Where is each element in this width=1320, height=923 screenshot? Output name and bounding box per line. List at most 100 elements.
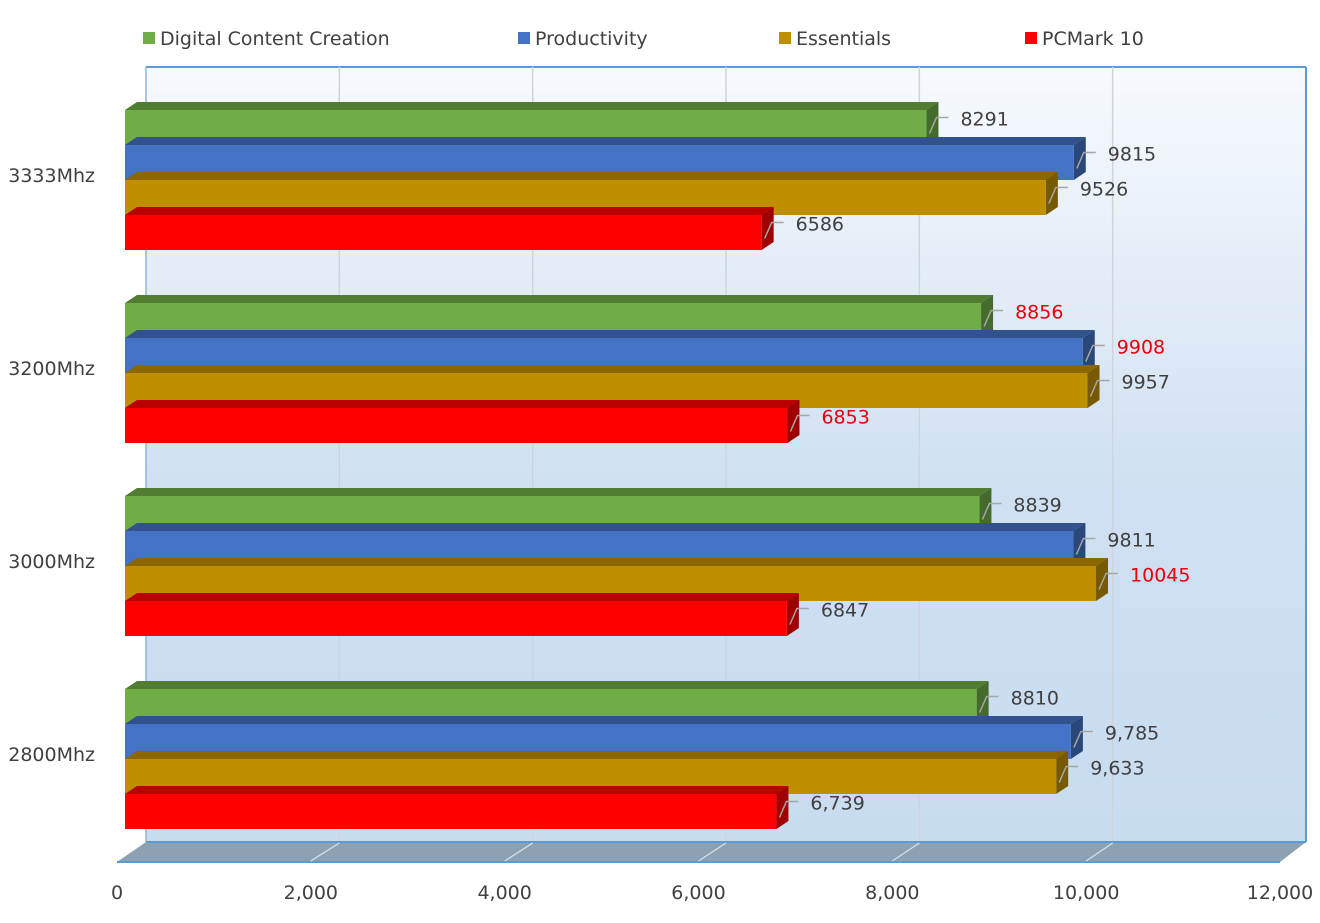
leader-line: [1089, 379, 1110, 397]
legend-item: Essentials: [779, 28, 891, 50]
bar-top-face: [125, 558, 1109, 566]
bar-top-face: [125, 137, 1086, 145]
data-label: 10045: [1130, 565, 1190, 587]
bar: [125, 400, 800, 443]
floor-gridline: [310, 842, 340, 862]
floor-gridline: [1085, 842, 1114, 862]
leader-line: [1085, 344, 1105, 362]
bars: [125, 102, 1109, 829]
data-label: 9815: [1108, 144, 1156, 166]
x-tick-label: 2,000: [284, 882, 338, 904]
category-label: 3200Mhz: [8, 358, 95, 380]
bar: [125, 786, 789, 829]
legend-swatch: [1025, 32, 1037, 44]
floor-gridline: [698, 842, 727, 862]
legend-swatch: [779, 32, 791, 44]
bar-front-face: [125, 794, 777, 829]
bar-side-face: [1082, 330, 1095, 373]
data-label: 6847: [821, 600, 869, 622]
bar-front-face: [125, 215, 762, 250]
leader-line: [928, 116, 949, 134]
leader-line: [778, 800, 799, 818]
data-label: 9,633: [1090, 758, 1144, 780]
legend-label: PCMark 10: [1042, 28, 1144, 50]
legend: Digital Content Creation Productivity Esse…: [143, 28, 1144, 50]
legend-item: PCMark 10: [1025, 28, 1144, 50]
x-tick-label: 4,000: [477, 882, 531, 904]
bar-top-face: [125, 488, 992, 496]
data-label: 8856: [1015, 302, 1063, 324]
bar-side-face: [1073, 523, 1086, 566]
bar-side-face: [1096, 558, 1109, 601]
bar-top-face: [125, 207, 774, 215]
leader-line: [981, 502, 1002, 520]
bar-top-face: [125, 330, 1095, 338]
bar-top-face: [125, 786, 789, 794]
category-axis: 3333Mhz 3200Mhz 3000Mhz 2800Mhz: [8, 165, 95, 766]
data-label: 9908: [1117, 337, 1165, 359]
data-label: 9,785: [1105, 723, 1159, 745]
leader-line: [1076, 151, 1096, 169]
bar-top-face: [125, 593, 799, 601]
bar-side-face: [1045, 172, 1058, 215]
data-label: 8839: [1013, 495, 1061, 517]
category-label: 2800Mhz: [8, 744, 95, 766]
bar: [125, 207, 774, 250]
bar-top-face: [125, 102, 939, 110]
x-tick-label: 6,000: [671, 882, 725, 904]
leader-line: [983, 309, 1004, 327]
bar-side-face: [976, 681, 989, 724]
bar-side-face: [1056, 751, 1069, 794]
legend-swatch: [143, 32, 155, 44]
bar-side-face: [786, 593, 799, 636]
legend-swatch: [518, 32, 530, 44]
category-label: 3333Mhz: [8, 165, 95, 187]
x-tick-label: 8,000: [865, 882, 919, 904]
bar-side-face: [1073, 137, 1086, 180]
leader-line: [789, 607, 809, 625]
data-label: 9811: [1107, 530, 1155, 552]
leader-line: [1073, 730, 1093, 748]
data-label: 8291: [960, 109, 1008, 131]
data-label: 9957: [1122, 372, 1170, 394]
category-label: 3000Mhz: [8, 551, 95, 573]
bar-side-face: [981, 295, 994, 338]
leader-line: [1058, 765, 1079, 783]
bar-top-face: [125, 295, 994, 303]
data-labels: 8291 9815 9526 6586 8856 9908 9957 6853 8839 9811…: [763, 109, 1190, 818]
legend-label: Essentials: [796, 28, 891, 50]
bar-side-face: [979, 488, 992, 531]
x-tick-label: 0: [111, 882, 123, 904]
plot-floor: [117, 841, 1306, 863]
bar-top-face: [125, 523, 1086, 531]
bar-front-face: [125, 601, 787, 636]
bar-top-face: [125, 365, 1100, 373]
data-label: 6586: [796, 214, 844, 236]
x-tick-label: 12,000: [1247, 882, 1313, 904]
bar-top-face: [125, 681, 989, 689]
leader-line: [789, 414, 810, 432]
bar-side-face: [1070, 716, 1083, 759]
leader-line: [1098, 572, 1119, 590]
leader-line: [763, 221, 784, 239]
value-axis: 0 2,000 4,000 6,000 8,000 10,000 12,000: [111, 882, 1313, 904]
bar-side-face: [787, 400, 800, 443]
bar: [125, 593, 799, 636]
bar-top-face: [125, 751, 1069, 759]
bar-side-face: [1087, 365, 1100, 408]
floor-gridline: [504, 842, 533, 862]
legend-item: Digital Content Creation: [143, 28, 390, 50]
legend-label: Digital Content Creation: [160, 28, 390, 50]
bar-top-face: [125, 716, 1083, 724]
bar-side-face: [776, 786, 789, 829]
data-label: 6,739: [810, 793, 864, 815]
bar-top-face: [125, 400, 800, 408]
data-label: 6853: [821, 407, 869, 429]
bar-side-face: [761, 207, 774, 250]
floor-gridline: [892, 842, 920, 862]
data-label: 9526: [1080, 179, 1128, 201]
data-label: 8810: [1011, 688, 1059, 710]
bar-front-face: [125, 408, 788, 443]
